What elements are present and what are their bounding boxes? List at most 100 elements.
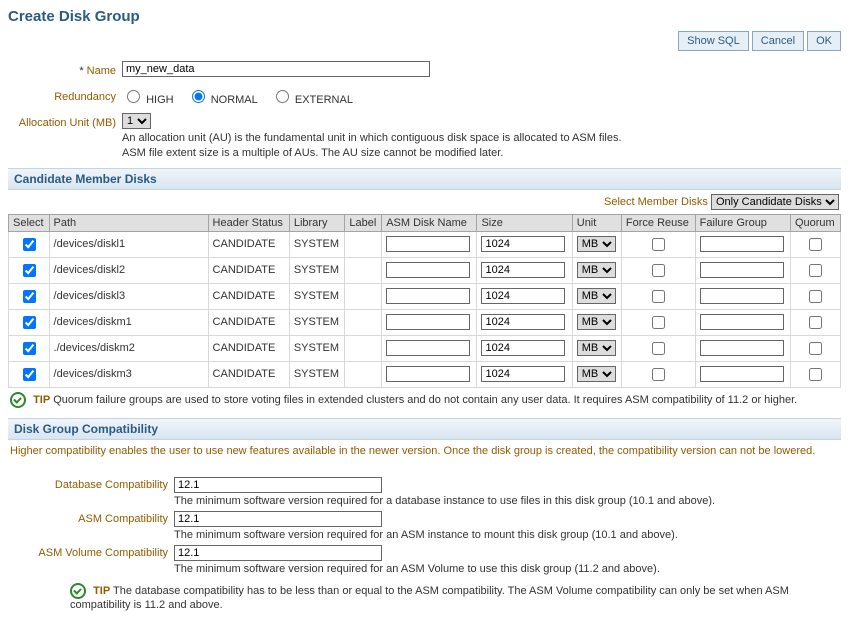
path-cell: /devices/diskm3: [49, 361, 208, 387]
hstat-cell: CANDIDATE: [208, 335, 289, 361]
checkmark-icon: [70, 583, 86, 599]
force-checkbox[interactable]: [652, 368, 665, 381]
checkmark-icon: [10, 392, 26, 408]
unit-select[interactable]: MB: [577, 288, 616, 304]
hstat-cell: CANDIDATE: [208, 257, 289, 283]
table-row: /devices/diskl1CANDIDATESYSTEM MB: [9, 231, 841, 257]
disks-tip: TIP Quorum failure groups are used to st…: [8, 388, 841, 412]
asm-compat-input[interactable]: [174, 511, 382, 527]
unit-select[interactable]: MB: [577, 262, 616, 278]
select-checkbox[interactable]: [23, 238, 36, 251]
force-checkbox[interactable]: [652, 316, 665, 329]
force-checkbox[interactable]: [652, 290, 665, 303]
vol-compat-help: The minimum software version required fo…: [174, 563, 660, 575]
hstat-cell: CANDIDATE: [208, 361, 289, 387]
asm-compat-help: The minimum software version required fo…: [174, 529, 678, 541]
fgroup-input[interactable]: [700, 366, 784, 382]
unit-select[interactable]: MB: [577, 340, 616, 356]
unit-select[interactable]: MB: [577, 366, 616, 382]
ok-button[interactable]: OK: [807, 31, 841, 51]
hstat-cell: CANDIDATE: [208, 231, 289, 257]
filter-select[interactable]: Only Candidate Disks: [711, 194, 839, 210]
quorum-checkbox[interactable]: [809, 290, 822, 303]
compat-section-header: Disk Group Compatibility: [8, 418, 841, 440]
label-cell: [345, 283, 382, 309]
db-compat-help: The minimum software version required fo…: [174, 495, 715, 507]
vol-compat-label: ASM Volume Compatibility: [8, 545, 174, 575]
library-cell: SYSTEM: [289, 335, 345, 361]
path-cell: /devices/diskl3: [49, 283, 208, 309]
vol-compat-input[interactable]: [174, 545, 382, 561]
redundancy-label: Redundancy: [8, 87, 122, 107]
col-label: Label: [345, 214, 382, 231]
au-label: Allocation Unit (MB): [8, 113, 122, 133]
path-cell: ./devices/diskm2: [49, 335, 208, 361]
unit-select[interactable]: MB: [577, 314, 616, 330]
table-row: ./devices/diskm2CANDIDATESYSTEM MB: [9, 335, 841, 361]
hstat-cell: CANDIDATE: [208, 283, 289, 309]
force-checkbox[interactable]: [652, 238, 665, 251]
library-cell: SYSTEM: [289, 309, 345, 335]
name-input[interactable]: [122, 61, 430, 77]
redundancy-external[interactable]: EXTERNAL: [271, 94, 353, 106]
path-cell: /devices/diskl1: [49, 231, 208, 257]
db-compat-input[interactable]: [174, 477, 382, 493]
asmname-input[interactable]: [386, 262, 470, 278]
show-sql-button[interactable]: Show SQL: [678, 31, 749, 51]
force-checkbox[interactable]: [652, 264, 665, 277]
asmname-input[interactable]: [386, 236, 470, 252]
label-cell: [345, 335, 382, 361]
select-checkbox[interactable]: [23, 264, 36, 277]
quorum-checkbox[interactable]: [809, 368, 822, 381]
col-unit: Unit: [572, 214, 621, 231]
redundancy-normal[interactable]: NORMAL: [187, 94, 258, 106]
force-checkbox[interactable]: [652, 342, 665, 355]
col-library: Library: [289, 214, 345, 231]
name-label: Name: [8, 61, 122, 81]
col-quorum: Quorum: [790, 214, 840, 231]
unit-select[interactable]: MB: [577, 236, 616, 252]
size-input[interactable]: [481, 366, 565, 382]
col-asmname: ASM Disk Name: [382, 214, 477, 231]
fgroup-input[interactable]: [700, 262, 784, 278]
library-cell: SYSTEM: [289, 361, 345, 387]
action-bar: Show SQL Cancel OK: [8, 31, 841, 51]
select-checkbox[interactable]: [23, 368, 36, 381]
redundancy-high[interactable]: HIGH: [122, 94, 174, 106]
fgroup-input[interactable]: [700, 340, 784, 356]
table-row: /devices/diskm1CANDIDATESYSTEM MB: [9, 309, 841, 335]
quorum-checkbox[interactable]: [809, 316, 822, 329]
label-cell: [345, 361, 382, 387]
quorum-checkbox[interactable]: [809, 264, 822, 277]
library-cell: SYSTEM: [289, 231, 345, 257]
size-input[interactable]: [481, 340, 565, 356]
quorum-checkbox[interactable]: [809, 342, 822, 355]
hstat-cell: CANDIDATE: [208, 309, 289, 335]
quorum-checkbox[interactable]: [809, 238, 822, 251]
cancel-button[interactable]: Cancel: [752, 31, 804, 51]
au-select[interactable]: 1: [122, 113, 151, 129]
path-cell: /devices/diskm1: [49, 309, 208, 335]
select-checkbox[interactable]: [23, 290, 36, 303]
fgroup-input[interactable]: [700, 236, 784, 252]
select-checkbox[interactable]: [23, 342, 36, 355]
table-row: /devices/diskl2CANDIDATESYSTEMMB: [9, 257, 841, 283]
db-compat-label: Database Compatibility: [8, 477, 174, 507]
asmname-input[interactable]: [386, 366, 470, 382]
path-cell: /devices/diskl2: [49, 257, 208, 283]
disk-table: Select Path Header Status Library Label …: [8, 214, 841, 388]
asmname-input[interactable]: [386, 340, 470, 356]
redundancy-group: HIGH NORMAL EXTERNAL: [122, 87, 841, 106]
asmname-input[interactable]: [386, 314, 470, 330]
select-checkbox[interactable]: [23, 316, 36, 329]
size-input[interactable]: [481, 314, 565, 330]
au-help: An allocation unit (AU) is the fundament…: [122, 131, 642, 162]
fgroup-input[interactable]: [700, 314, 784, 330]
library-cell: SYSTEM: [289, 283, 345, 309]
table-row: /devices/diskm3CANDIDATESYSTEM MB: [9, 361, 841, 387]
size-input[interactable]: [481, 236, 565, 252]
fgroup-input[interactable]: [700, 288, 784, 304]
asmname-input[interactable]: [386, 288, 470, 304]
size-input[interactable]: [481, 262, 565, 278]
size-input[interactable]: [481, 288, 565, 304]
